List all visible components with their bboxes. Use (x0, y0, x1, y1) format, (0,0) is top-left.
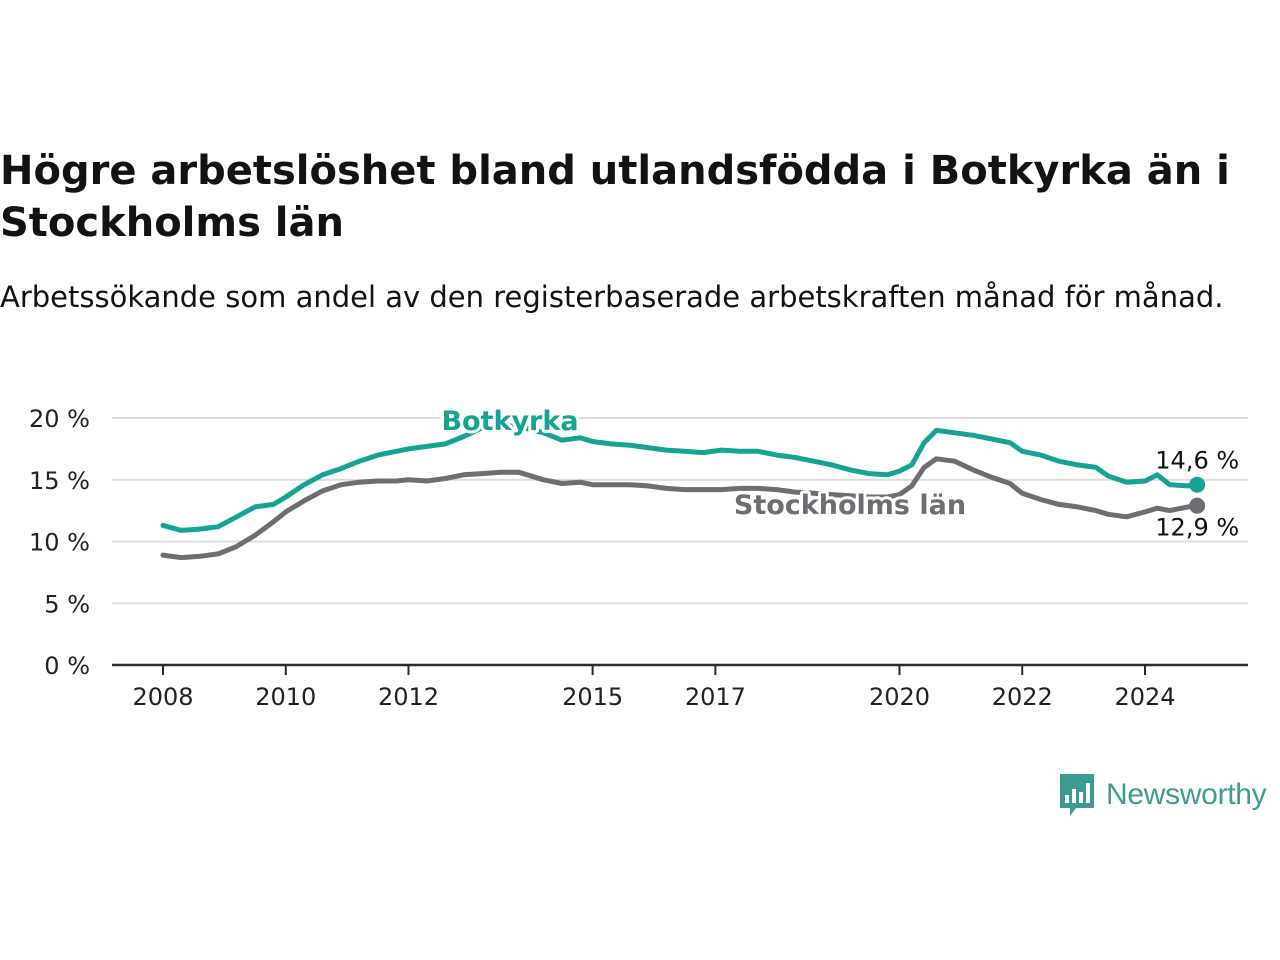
y-tick-label: 10 % (29, 529, 90, 557)
chart-subtitle: Arbetssökande som andel av den registerb… (0, 280, 1224, 314)
brand-name: Newsworthy (1106, 778, 1267, 811)
series-end-dot (1189, 476, 1206, 493)
series-lines (160, 422, 1206, 561)
x-axis-ticks: 2008 2010 2012 2015 2017 2020 2022 2024 (132, 665, 1176, 711)
x-tick-label: 2008 (132, 683, 193, 711)
x-tick-label: 2015 (562, 683, 623, 711)
y-tick-label: 15 % (29, 467, 90, 495)
x-tick-label: 2020 (869, 683, 930, 711)
series-end-value: 14,6 % (1155, 447, 1239, 475)
series-labels: 14,6 % Botkyrka 12,9 % Stockholms län (438, 403, 1239, 542)
series-end-value: 12,9 % (1155, 514, 1239, 542)
chart-title: Högre arbetslöshet bland utlandsfödda i … (0, 148, 1230, 246)
brand-logo: Newsworthy (1058, 772, 1267, 818)
x-tick-label: 2022 (992, 683, 1053, 711)
y-tick-label: 0 % (44, 652, 90, 680)
series-line-2 (160, 456, 1200, 561)
x-tick-label: 2024 (1114, 683, 1175, 711)
series-name-label: Stockholms län (734, 490, 966, 521)
series-name-label: Botkyrka (441, 406, 578, 437)
x-tick-label: 2010 (255, 683, 316, 711)
x-tick-label: 2012 (378, 683, 439, 711)
y-axis-ticks: 0 % 5 % 10 % 15 % 20 % (29, 405, 90, 680)
y-tick-label: 5 % (44, 590, 90, 618)
gridlines (112, 417, 1248, 667)
y-tick-label: 20 % (29, 405, 90, 433)
x-tick-label: 2017 (685, 683, 746, 711)
series-end-dot (1189, 497, 1206, 514)
bar-chart-speech-bubble-icon (1060, 774, 1094, 816)
series-line-1 (160, 422, 1200, 533)
